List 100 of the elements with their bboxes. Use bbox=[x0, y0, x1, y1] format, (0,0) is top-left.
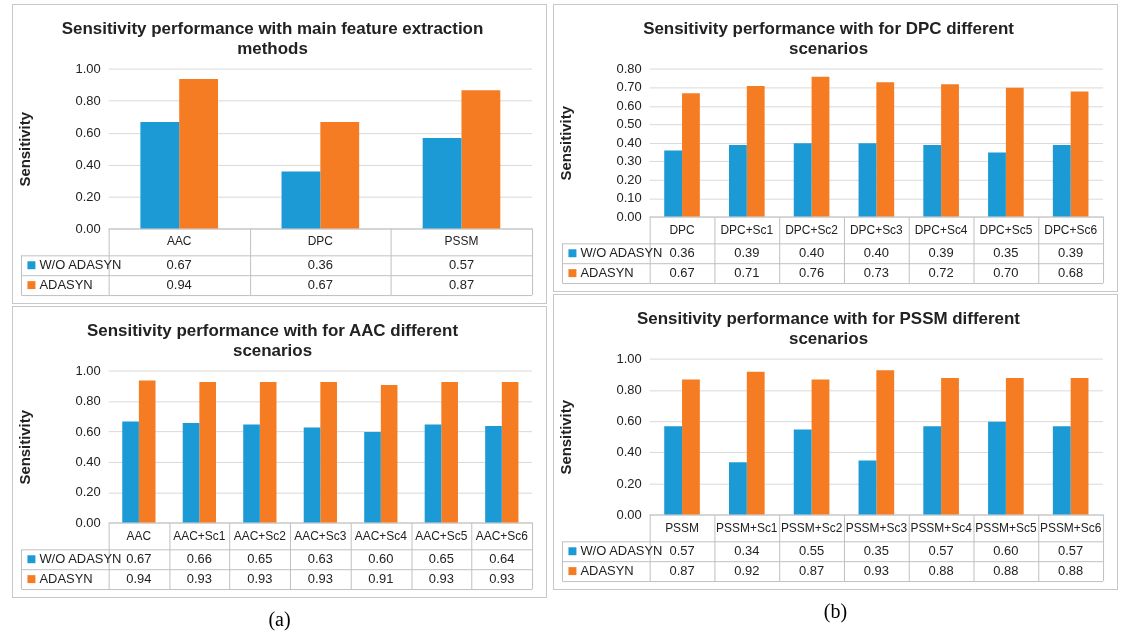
chart-title: Sensitivity performance with for AAC different scenarios bbox=[87, 320, 459, 360]
data-label: 0.71 bbox=[734, 264, 760, 280]
y-tick-label: 1.00 bbox=[75, 362, 101, 378]
bar bbox=[441, 381, 458, 523]
bar bbox=[1005, 87, 1024, 217]
y-tick-label: 0.80 bbox=[75, 92, 101, 108]
y-tick-label: 1.00 bbox=[616, 350, 642, 366]
bar bbox=[1052, 426, 1071, 515]
x-tick-label: AAC bbox=[166, 234, 192, 249]
x-tick-label: AAC bbox=[126, 528, 152, 543]
y-tick-label: 0.40 bbox=[616, 134, 642, 150]
y-tick-label: 0.20 bbox=[616, 475, 642, 491]
bar bbox=[422, 138, 462, 229]
legend-label: W/O ADASYN bbox=[39, 550, 122, 566]
bar bbox=[485, 425, 502, 523]
x-tick-label: AAC+Sc5 bbox=[415, 528, 468, 543]
x-tick-label: DPC+Sc3 bbox=[849, 222, 904, 237]
bar bbox=[682, 93, 700, 217]
y-axis-title: Sensitivity bbox=[16, 111, 34, 187]
x-tick-label: PSSM+Sc3 bbox=[845, 520, 908, 535]
bar bbox=[1005, 378, 1024, 515]
bar bbox=[259, 381, 277, 523]
data-label: 0.67 bbox=[669, 264, 695, 280]
bar bbox=[746, 371, 765, 515]
bar bbox=[729, 145, 747, 217]
legend-label: W/O ADASYN bbox=[580, 542, 663, 558]
data-label: 0.70 bbox=[993, 264, 1019, 280]
bar bbox=[281, 171, 321, 229]
data-label: 0.39 bbox=[928, 244, 954, 260]
legend-label: W/O ADASYN bbox=[580, 244, 663, 260]
data-label: 0.60 bbox=[993, 542, 1019, 558]
data-label: 0.76 bbox=[798, 264, 825, 280]
data-label: 0.35 bbox=[863, 542, 889, 558]
x-tick-label: PSSM+Sc2 bbox=[780, 520, 843, 535]
data-label: 0.73 bbox=[863, 264, 889, 280]
y-tick-label: 0.20 bbox=[616, 171, 642, 187]
data-label: 0.65 bbox=[247, 550, 273, 566]
data-label: 0.55 bbox=[798, 542, 825, 558]
x-tick-label: AAC+Sc3 bbox=[294, 528, 347, 543]
data-label: 0.35 bbox=[993, 244, 1019, 260]
x-tick-label: DPC bbox=[307, 234, 334, 249]
data-label: 0.67 bbox=[126, 550, 152, 566]
x-tick-label: DPC+Sc5 bbox=[979, 222, 1033, 237]
y-tick-label: 0.80 bbox=[616, 60, 642, 76]
y-tick-label: 0.60 bbox=[616, 413, 642, 429]
bar bbox=[1070, 378, 1089, 515]
x-tick-label: PSSM+Sc4 bbox=[910, 520, 973, 535]
bar bbox=[746, 85, 765, 217]
y-tick-label: 0.40 bbox=[616, 444, 642, 460]
bar bbox=[122, 421, 139, 523]
y-tick-label: 0.50 bbox=[616, 116, 642, 132]
data-label: 0.64 bbox=[489, 550, 515, 566]
y-axis-title: Sensitivity bbox=[16, 409, 34, 485]
data-label: 0.60 bbox=[368, 550, 394, 566]
bar bbox=[941, 378, 959, 515]
bar bbox=[988, 421, 1006, 515]
data-label: 0.40 bbox=[798, 244, 825, 260]
y-tick-label: 0.20 bbox=[75, 484, 101, 500]
x-tick-label: PSSM bbox=[444, 234, 479, 249]
chart-title: Sensitivity performance with main feature extraction methods bbox=[61, 18, 484, 58]
y-tick-label: 0.40 bbox=[75, 453, 101, 469]
data-label: 0.67 bbox=[166, 256, 192, 272]
y-tick-label: 0.00 bbox=[616, 208, 642, 224]
x-tick-label: AAC+Sc2 bbox=[233, 528, 287, 543]
bar bbox=[811, 379, 830, 515]
y-tick-label: 0.30 bbox=[616, 153, 642, 169]
data-label: 0.93 bbox=[307, 570, 333, 586]
bar bbox=[501, 381, 519, 523]
x-tick-label: PSSM+Sc6 bbox=[1039, 520, 1102, 535]
bar bbox=[1052, 145, 1071, 217]
y-tick-label: 0.70 bbox=[616, 79, 642, 95]
bar bbox=[793, 429, 812, 515]
bar bbox=[858, 460, 877, 515]
data-label: 0.68 bbox=[1058, 264, 1084, 280]
data-label: 0.93 bbox=[863, 562, 889, 578]
bar bbox=[923, 145, 942, 217]
data-label: 0.93 bbox=[186, 570, 212, 586]
legend-label: ADASYN bbox=[580, 264, 634, 280]
x-tick-label: DPC+Sc1 bbox=[720, 222, 774, 237]
data-label: 0.93 bbox=[247, 570, 273, 586]
data-label: 0.87 bbox=[798, 562, 825, 578]
y-axis-title: Sensitivity bbox=[557, 105, 575, 181]
legend-label: ADASYN bbox=[39, 570, 93, 586]
bar bbox=[303, 427, 321, 523]
bar bbox=[876, 370, 895, 515]
y-tick-label: 0.80 bbox=[75, 393, 101, 409]
bar bbox=[876, 82, 895, 217]
chart-title: Sensitivity performance with for DPC different scenarios bbox=[643, 18, 1015, 58]
x-tick-label: DPC bbox=[669, 222, 696, 237]
y-tick-label: 0.20 bbox=[75, 188, 101, 204]
bar bbox=[424, 424, 442, 523]
y-tick-label: 0.40 bbox=[75, 156, 101, 172]
x-tick-label: AAC+Sc1 bbox=[173, 528, 226, 543]
bar bbox=[138, 380, 156, 523]
bar bbox=[1070, 91, 1089, 217]
data-label: 0.92 bbox=[734, 562, 760, 578]
data-label: 0.40 bbox=[863, 244, 889, 260]
bar bbox=[320, 381, 337, 523]
data-label: 0.67 bbox=[307, 276, 333, 292]
data-label: 0.65 bbox=[428, 550, 454, 566]
